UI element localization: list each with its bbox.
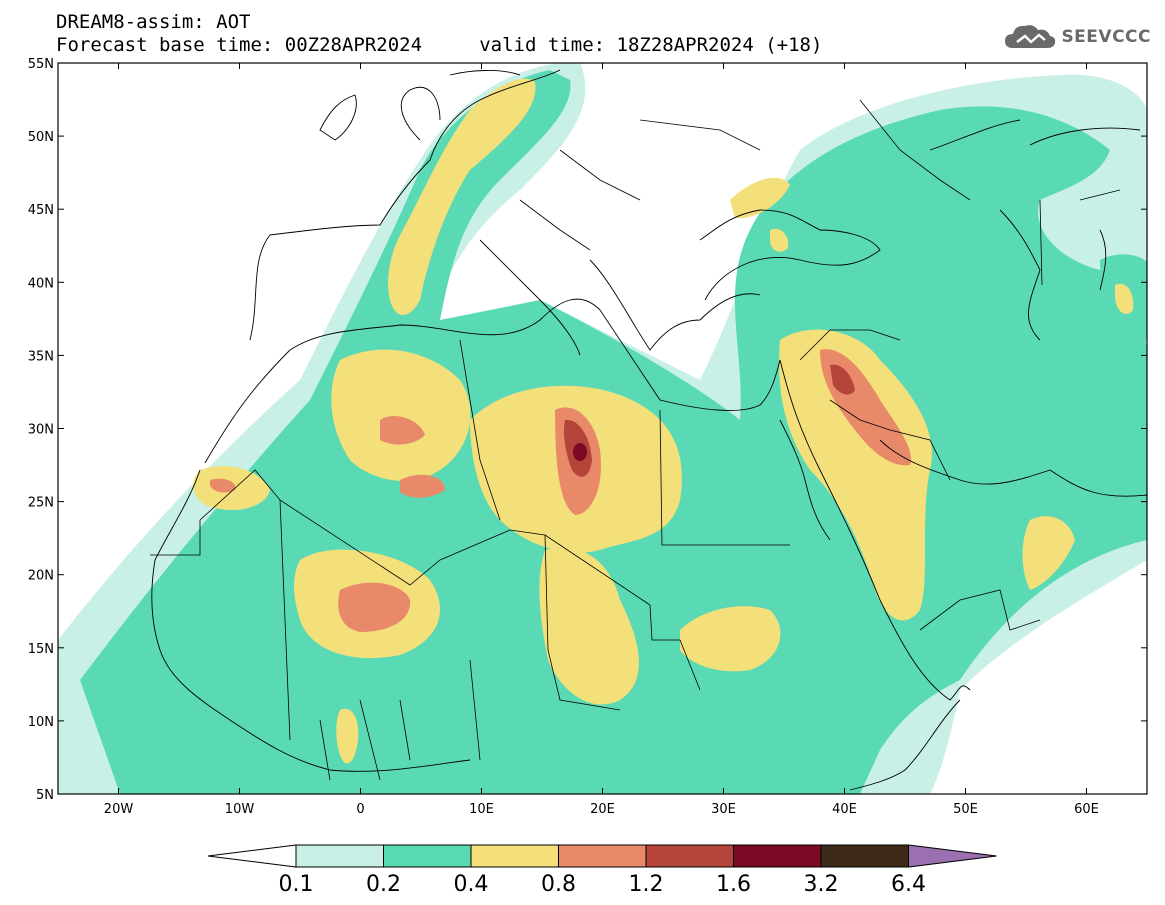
lat-tick-label: 45N (28, 203, 54, 218)
colorbar-below-triangle (207, 844, 297, 868)
lat-tick-label: 10N (28, 715, 54, 730)
colorbar-segment (295, 844, 384, 868)
lon-tick-label: 30E (711, 802, 736, 817)
colorbar-segment (733, 844, 822, 868)
aot-layer-1.6 (573, 443, 587, 461)
lon-tick-label: 60E (1074, 802, 1099, 817)
lat-tick-label: 20N (28, 569, 54, 584)
colorbar-label: 1.6 (716, 872, 751, 897)
longitude-axis: 20W 10W 0 10E 20E 30E 40E 50E 60E (104, 63, 1099, 817)
colorbar-label: 0.1 (279, 872, 314, 897)
lat-tick-label: 40N (28, 276, 54, 291)
lon-tick-label: 50E (953, 802, 978, 817)
lon-tick-label: 0 (356, 802, 364, 817)
colorbar-segment (558, 844, 647, 868)
lat-tick-label: 5N (36, 788, 54, 803)
lat-tick-label: 30N (28, 423, 54, 438)
coastlines (151, 69, 1147, 791)
lat-tick-label: 55N (28, 57, 54, 72)
colorbar: 0.1 0.2 0.4 0.8 1.2 1.6 3.2 6.4 (207, 844, 997, 897)
colorbar-above-triangle (908, 844, 997, 868)
seevccc-logo: SEEVCCC (1003, 22, 1151, 52)
cloud-icon (1005, 25, 1056, 48)
logo-text: SEEVCCC (1061, 27, 1151, 47)
colorbar-label: 1.2 (629, 872, 664, 897)
lon-tick-label: 10W (225, 802, 255, 817)
lat-tick-label: 35N (28, 349, 54, 364)
lat-tick-label: 50N (28, 130, 54, 145)
aot-layer-0.4 (193, 78, 1134, 764)
lon-tick-label: 40E (832, 802, 857, 817)
lon-tick-label: 20W (104, 802, 134, 817)
chart-title: DREAM8-assim: AOT (56, 11, 251, 33)
country-borders (150, 99, 1121, 781)
lat-tick-label: 15N (28, 642, 54, 657)
colorbar-segment (470, 844, 559, 868)
colorbar-label: 0.2 (366, 872, 401, 897)
lat-tick-label: 25N (28, 496, 54, 511)
lon-tick-label: 10E (469, 802, 494, 817)
colorbar-segment (645, 844, 734, 868)
colorbar-segment (383, 844, 472, 868)
latitude-axis: 55N 50N 45N 40N 35N 30N 25N 20N 15N 10N 5N (28, 57, 1147, 803)
colorbar-label: 0.4 (454, 872, 489, 897)
lon-tick-label: 20E (590, 802, 615, 817)
colorbar-label: 6.4 (891, 872, 926, 897)
colorbar-label: 0.8 (541, 872, 576, 897)
forecast-time-line: Forecast base time: 00Z28APR2024 valid t… (56, 34, 823, 56)
colorbar-label: 3.2 (804, 872, 839, 897)
colorbar-segment (820, 844, 909, 868)
